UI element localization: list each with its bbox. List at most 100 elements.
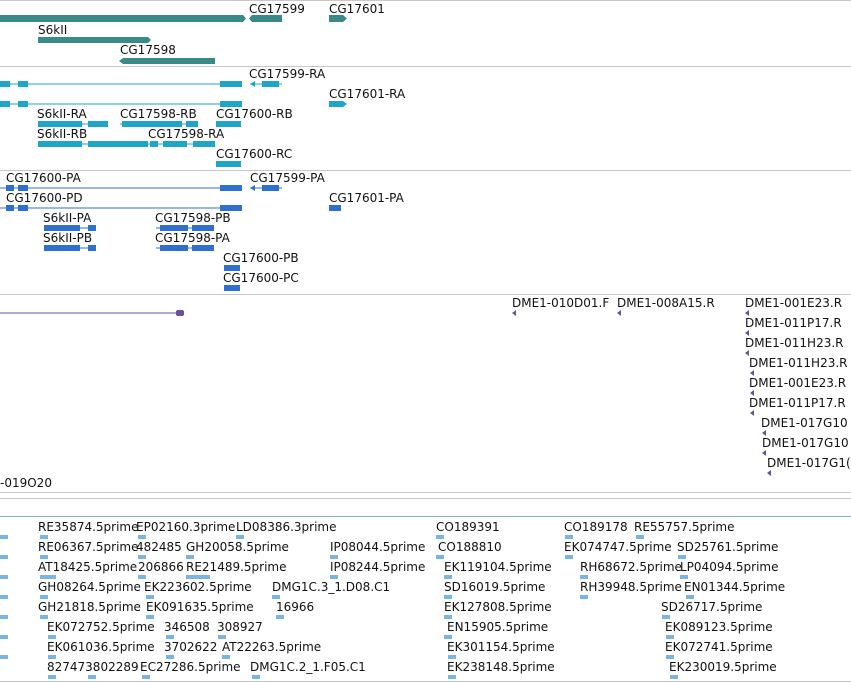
clone-label[interactable]: DME1-011P17.R [745, 316, 842, 330]
est-label[interactable]: EK119104.5prime [444, 560, 552, 574]
est-label[interactable]: EK072752.5prime [47, 620, 155, 634]
track-separator [0, 516, 851, 517]
est-label[interactable]: IP08044.5prime [330, 540, 426, 554]
est-label[interactable]: EK074747.5prime [564, 540, 672, 554]
transcript-label[interactable]: S6kII-RA [37, 107, 87, 121]
est-label[interactable]: GH08264.5prime [38, 580, 141, 594]
clone-label[interactable]: DME1-008A15.R [617, 296, 715, 310]
est-track [0, 535, 694, 679]
gene-feature[interactable] [0, 15, 243, 22]
gene-feature[interactable] [119, 58, 123, 64]
clone-label[interactable]: DME1-010D01.F [512, 296, 610, 310]
clone-label[interactable]: DME1-017G1( [767, 456, 851, 470]
transcript-label[interactable]: CG17600-RB [216, 107, 293, 121]
est-label[interactable]: 308927 [217, 620, 263, 634]
est-label[interactable]: EN01344.5prime [684, 580, 786, 594]
clone-label[interactable]: DME1-001E23.R [749, 376, 847, 390]
est-label[interactable]: SD25761.5prime [677, 540, 779, 554]
est-label[interactable]: DMG1C.2_1.F05.C1 [250, 660, 366, 674]
clone-label[interactable]: DME1-011P17.R [749, 396, 846, 410]
protein-label[interactable]: CG17600-PA [6, 171, 81, 185]
est-label[interactable]: EK091635.5prime [146, 600, 254, 614]
protein-label[interactable]: CG17600-PC [223, 271, 299, 285]
gene-feature[interactable] [343, 15, 347, 22]
gene-label[interactable]: S6kII [38, 23, 68, 37]
transcript-track [0, 81, 347, 167]
est-label[interactable]: EN15905.5prime [447, 620, 549, 634]
est-label[interactable]: RH68672.5prime [580, 560, 682, 574]
transcript-label[interactable]: CG17598-RA [148, 127, 225, 141]
est-label[interactable]: IP08244.5prime [330, 560, 426, 574]
est-label[interactable]: RE06367.5prime [38, 540, 139, 554]
transcript-label[interactable]: CG17601-RA [329, 87, 406, 101]
protein-label[interactable]: S6kII-PA [43, 211, 92, 225]
est-label[interactable]: EK230019.5prime [669, 660, 777, 674]
est-label[interactable]: EK223602.5prime [144, 580, 252, 594]
est-label[interactable]: AT18425.5prime [38, 560, 138, 574]
transcript-label[interactable]: CG17598-RB [120, 107, 197, 121]
est-label[interactable]: 206866 [138, 560, 184, 574]
est-label[interactable]: GH21818.5prime [38, 600, 141, 614]
gene-feature[interactable] [252, 15, 282, 22]
gene-label[interactable]: CG17598 [120, 43, 176, 57]
est-label[interactable]: 482485 [136, 540, 182, 554]
est-label[interactable]: DMG1C.3_1.D08.C1 [272, 580, 391, 594]
est-label[interactable]: EP02160.3prime [136, 520, 236, 534]
gene-feature[interactable] [243, 15, 246, 22]
clone-label[interactable]: DME1-017G10 [762, 436, 849, 450]
track-separator [0, 492, 851, 493]
track-separator [0, 498, 851, 499]
transcript-label[interactable]: CG17599-RA [249, 67, 326, 81]
est-label[interactable]: 346508 [164, 620, 210, 634]
protein-label[interactable]: CG17598-PB [155, 211, 231, 225]
clone-label[interactable]: DME1-001E23.R [745, 296, 843, 310]
protein-label[interactable]: CG17600-PB [223, 251, 299, 265]
clone-label[interactable]: -019O20 [0, 476, 52, 490]
gene-track [0, 15, 347, 64]
est-label[interactable]: 3702622 [164, 640, 218, 654]
protein-label[interactable]: CG17598-PA [155, 231, 230, 245]
gene-feature[interactable] [329, 15, 343, 22]
est-label[interactable]: AT22263.5prime [222, 640, 322, 654]
est-label[interactable]: EK061036.5prime [47, 640, 155, 654]
est-label[interactable]: EC27286.5prime [140, 660, 241, 674]
est-label[interactable]: SD16019.5prime [444, 580, 546, 594]
est-label[interactable]: LP04094.5prime [680, 560, 779, 574]
track-separator [0, 294, 851, 295]
track-separator [0, 170, 851, 171]
est-label[interactable]: CO189178 [564, 520, 628, 534]
gene-label[interactable]: CG17599 [249, 2, 305, 16]
protein-label[interactable]: CG17601-PA [329, 191, 404, 205]
est-label[interactable]: EK238148.5prime [447, 660, 555, 674]
clone-label[interactable]: DME1-011H23.R [749, 356, 848, 370]
transcript-label[interactable]: S6kII-RB [37, 127, 88, 141]
protein-label[interactable]: CG17600-PD [6, 191, 83, 205]
transcript-label[interactable]: CG17600-RC [216, 147, 293, 161]
protein-label[interactable]: CG17599-PA [250, 171, 325, 185]
gene-feature[interactable] [249, 15, 252, 22]
est-label[interactable]: EK089123.5prime [665, 620, 773, 634]
gene-label[interactable]: CG17601 [329, 2, 385, 16]
est-label[interactable]: LD08386.3prime [236, 520, 337, 534]
est-label[interactable]: GH20058.5prime [186, 540, 289, 554]
track-separator [0, 0, 851, 1]
clone-label[interactable]: DME1-011H23.R [745, 336, 844, 350]
est-label[interactable]: CO188810 [438, 540, 502, 554]
est-label[interactable]: RE55757.5prime [634, 520, 735, 534]
clone-label[interactable]: DME1-017G10 [761, 416, 848, 430]
est-label[interactable]: CO189391 [436, 520, 500, 534]
est-label[interactable]: EK072741.5prime [665, 640, 773, 654]
est-label[interactable]: 827473802289 [47, 660, 139, 674]
est-label[interactable]: SD26717.5prime [661, 600, 763, 614]
est-label[interactable]: 16966 [276, 600, 315, 614]
est-label[interactable]: RE21489.5prime [186, 560, 287, 574]
est-label[interactable]: EK301154.5prime [447, 640, 555, 654]
protein-label[interactable]: S6kII-PB [43, 231, 93, 245]
gene-feature[interactable] [38, 37, 148, 43]
est-label[interactable]: RE35874.5prime [38, 520, 139, 534]
est-label[interactable]: EK127808.5prime [444, 600, 552, 614]
gene-feature[interactable] [148, 37, 151, 43]
gene-feature[interactable] [123, 58, 215, 64]
est-label[interactable]: RH39948.5prime [580, 580, 682, 594]
